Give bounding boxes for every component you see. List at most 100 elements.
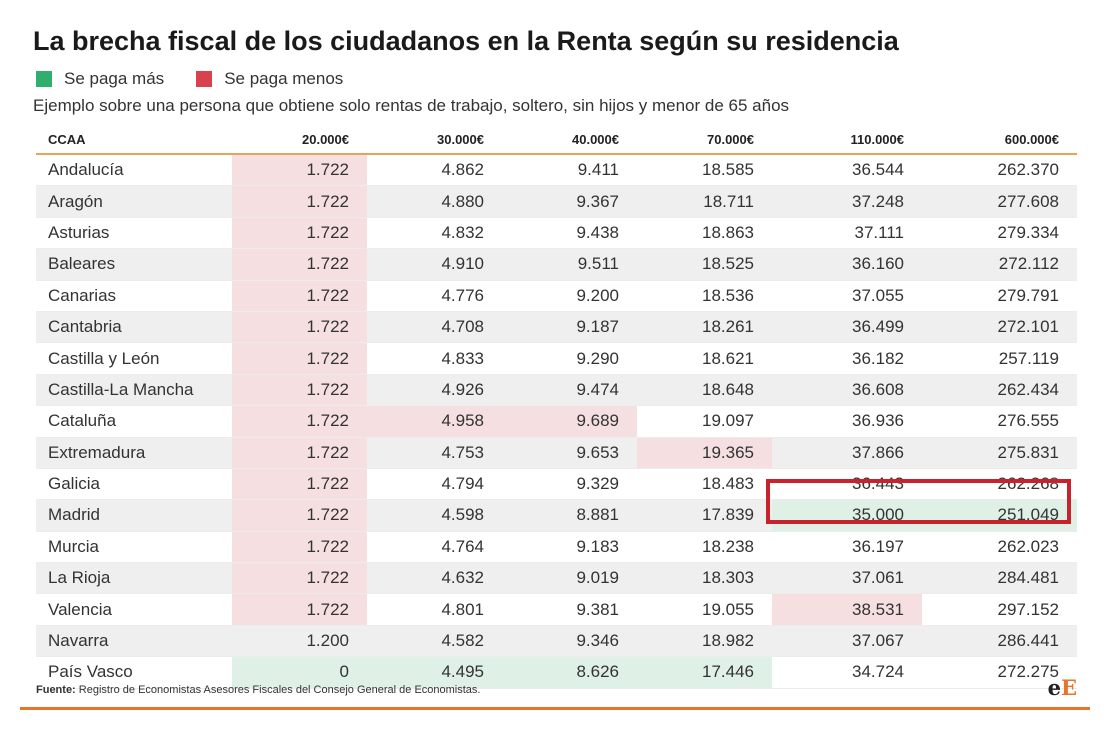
region-cell: Madrid	[36, 499, 232, 532]
value-cell: 18.525	[637, 248, 772, 281]
value-cell: 262.370	[922, 154, 1077, 187]
table-row: Aragón 1.722 4.880 9.367 18.711 37.248 277.608	[36, 185, 1077, 218]
value-cell: 1.722	[232, 562, 367, 595]
value-cell: 36.197	[772, 531, 922, 564]
region-cell: Extremadura	[36, 437, 232, 469]
value-cell: 1.722	[232, 437, 367, 469]
legend-label-more: Se paga más	[64, 69, 165, 88]
region-cell: Galicia	[36, 468, 232, 501]
value-cell: 276.555	[922, 405, 1077, 438]
value-cell: 9.411	[502, 154, 637, 187]
value-cell: 9.689	[502, 405, 637, 438]
value-cell: 277.608	[922, 185, 1077, 218]
value-cell: 1.722	[232, 280, 367, 312]
table-body: Andalucía 1.722 4.862 9.411 18.585 36.544 262.…	[36, 154, 1077, 689]
value-cell: 18.483	[637, 468, 772, 501]
value-cell: 37.866	[772, 437, 922, 469]
value-cell: 251.049	[922, 499, 1077, 532]
value-cell: 1.722	[232, 185, 367, 218]
value-cell: 4.862	[367, 154, 502, 187]
value-cell: 0	[232, 656, 367, 689]
value-cell: 279.791	[922, 280, 1077, 312]
value-cell: 37.061	[772, 562, 922, 595]
region-cell: Cantabria	[36, 311, 232, 344]
value-cell: 272.101	[922, 311, 1077, 344]
region-cell: Baleares	[36, 248, 232, 281]
value-cell: 8.881	[502, 499, 637, 532]
madrid-highlight-box	[766, 479, 1071, 524]
value-cell: 4.833	[367, 342, 502, 375]
legend-label-less: Se paga menos	[224, 69, 344, 88]
value-cell: 286.441	[922, 625, 1077, 658]
region-cell: Murcia	[36, 531, 232, 564]
value-cell: 1.722	[232, 499, 367, 532]
table-row: País Vasco 0 4.495 8.626 17.446 34.724 272.275	[36, 656, 1077, 689]
column-header: 20.000€	[232, 125, 367, 155]
value-cell: 9.474	[502, 374, 637, 407]
value-cell: 18.982	[637, 625, 772, 658]
column-header: 30.000€	[367, 125, 502, 155]
region-cell: Navarra	[36, 625, 232, 658]
value-cell: 9.329	[502, 468, 637, 501]
table-row: Galicia 1.722 4.794 9.329 18.483 36.443 262.26…	[36, 468, 1077, 501]
region-cell: Canarias	[36, 280, 232, 312]
source-label: Fuente:	[36, 684, 76, 696]
value-cell: 1.722	[232, 311, 367, 344]
value-cell: 19.097	[637, 405, 772, 438]
value-cell: 18.863	[637, 217, 772, 250]
table-header-row: CCAA 20.000€ 30.000€ 40.000€ 70.000€ 110.000€…	[36, 125, 1077, 155]
value-cell: 9.187	[502, 311, 637, 344]
value-cell: 38.531	[772, 593, 922, 626]
legend-item-more: Se paga más	[36, 69, 164, 89]
value-cell: 1.722	[232, 217, 367, 250]
table-row: Asturias 1.722 4.832 9.438 18.863 37.111 279.3…	[36, 217, 1077, 250]
value-cell: 257.119	[922, 342, 1077, 375]
value-cell: 36.608	[772, 374, 922, 407]
value-cell: 9.653	[502, 437, 637, 469]
value-cell: 1.722	[232, 374, 367, 407]
table-row: Castilla y León 1.722 4.833 9.290 18.621 36.1…	[36, 342, 1077, 375]
value-cell: 36.544	[772, 154, 922, 187]
value-cell: 9.019	[502, 562, 637, 595]
region-cell: País Vasco	[36, 656, 232, 689]
column-header: 110.000€	[772, 125, 922, 155]
table-row: Baleares 1.722 4.910 9.511 18.525 36.160 272.1…	[36, 248, 1077, 281]
value-cell: 34.724	[772, 656, 922, 689]
value-cell: 1.722	[232, 248, 367, 281]
legend-swatch-less	[196, 71, 213, 87]
value-cell: 18.648	[637, 374, 772, 407]
legend: Se paga más Se paga menos	[36, 69, 375, 89]
value-cell: 4.801	[367, 593, 502, 626]
value-cell: 9.290	[502, 342, 637, 375]
value-cell: 36.160	[772, 248, 922, 281]
value-cell: 275.831	[922, 437, 1077, 469]
legend-item-less: Se paga menos	[196, 69, 343, 89]
value-cell: 17.839	[637, 499, 772, 532]
value-cell: 18.711	[637, 185, 772, 218]
value-cell: 36.936	[772, 405, 922, 438]
value-cell: 4.794	[367, 468, 502, 501]
value-cell: 1.722	[232, 468, 367, 501]
value-cell: 284.481	[922, 562, 1077, 595]
region-cell: Valencia	[36, 593, 232, 626]
value-cell: 262.434	[922, 374, 1077, 407]
value-cell: 262.023	[922, 531, 1077, 564]
legend-swatch-more	[36, 71, 52, 87]
value-cell: 18.536	[637, 280, 772, 312]
value-cell: 1.722	[232, 531, 367, 564]
value-cell: 37.248	[772, 185, 922, 218]
value-cell: 4.776	[367, 280, 502, 312]
table-row: Canarias 1.722 4.776 9.200 18.536 37.055 279.7…	[36, 280, 1077, 312]
value-cell: 35.000	[772, 499, 922, 532]
region-cell: Asturias	[36, 217, 232, 250]
logo-E: E	[1060, 675, 1077, 700]
table-row: Cantabria 1.722 4.708 9.187 18.261 36.499 272.…	[36, 311, 1077, 344]
value-cell: 4.753	[367, 437, 502, 469]
table-row: Castilla-La Mancha 1.722 4.926 9.474 18.648 3…	[36, 374, 1077, 407]
region-cell: Castilla-La Mancha	[36, 374, 232, 407]
value-cell: 4.632	[367, 562, 502, 595]
value-cell: 36.182	[772, 342, 922, 375]
chart-subtitle: Ejemplo sobre una persona que obtiene so…	[33, 96, 790, 115]
value-cell: 19.055	[637, 593, 772, 626]
value-cell: 4.910	[367, 248, 502, 281]
